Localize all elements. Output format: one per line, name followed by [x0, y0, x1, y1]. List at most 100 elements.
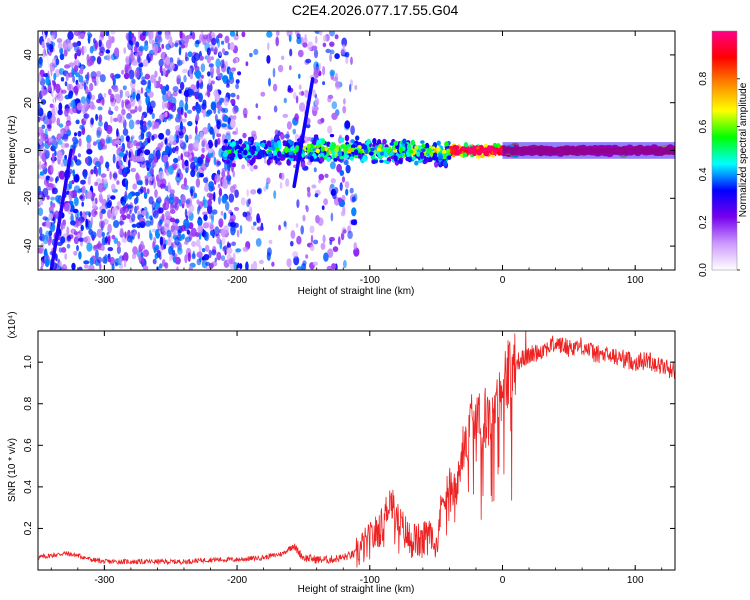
spectrogram-noise-speck [122, 85, 127, 91]
spectrogram-noise-speck [327, 248, 334, 258]
spectrogram-noise-speck [107, 223, 112, 234]
spectrogram-band-cell [484, 150, 489, 157]
spectrogram-noise-speck [216, 160, 222, 166]
spectrogram-noise-speck [203, 177, 208, 184]
spectrogram-noise-speck [159, 236, 164, 246]
spectrogram-band-cell [258, 149, 264, 156]
spectrogram-noise-speck [341, 176, 346, 183]
spectrogram-noise-speck [156, 250, 161, 258]
spectrogram-noise-speck [47, 84, 52, 92]
spectrogram-band-cell [290, 146, 295, 152]
spectrogram-noise-speck [108, 136, 113, 144]
spectrogram-noise-speck [284, 134, 290, 139]
spectrogram-noise-speck [225, 201, 230, 211]
spectrogram-noise-speck [139, 221, 146, 229]
spectrogram-noise-speck [294, 113, 299, 122]
spectrogram-noise-speck [40, 85, 44, 92]
spectrogram-noise-speck [77, 233, 81, 239]
spectrogram-noise-speck [74, 132, 77, 137]
spectrogram-noise-speck [253, 221, 257, 226]
spectrogram-noise-speck [105, 161, 110, 169]
spectrogram-noise-speck [104, 254, 108, 264]
spectrogram-noise-speck [129, 143, 134, 148]
spectrogram-band-cell [231, 153, 236, 158]
spectrogram-noise-speck [112, 84, 118, 91]
spectrogram-noise-speck [273, 190, 277, 200]
spectrogram-marks [38, 31, 675, 270]
spectrogram-noise-speck [221, 237, 226, 246]
spectrogram-noise-speck [196, 251, 203, 258]
spectrogram-band-cell [242, 132, 247, 139]
spectrogram-noise-speck [176, 266, 179, 270]
spectrogram-band-cell [373, 159, 378, 164]
spectrogram-noise-speck [166, 229, 172, 238]
spectrogram-band-cell [350, 144, 356, 149]
spectrogram-noise-speck [110, 31, 116, 35]
spectrogram-noise-speck [168, 134, 174, 145]
spectrogram-noise-speck [80, 179, 86, 185]
spectrogram-noise-speck [144, 73, 151, 80]
snr-xlabel: Height of straight line (km) [298, 584, 415, 595]
spectrogram-band-cell [268, 154, 273, 158]
spectrogram-noise-speck [174, 225, 179, 231]
spectrogram-noise-speck [169, 254, 172, 262]
spectrogram-band-cell [476, 149, 481, 155]
spectrogram-noise-speck [47, 239, 52, 246]
spectrogram-noise-speck [186, 229, 191, 235]
spectrogram-noise-speck [89, 101, 95, 110]
spectrogram-noise-speck [345, 164, 351, 174]
spectrogram-band-cell [223, 139, 228, 144]
spectrogram-noise-speck [223, 96, 229, 107]
spectrogram-noise-speck [225, 132, 231, 141]
spectrogram-noise-speck [167, 165, 174, 175]
spectrogram-noise-speck [336, 163, 342, 173]
spectrogram-noise-speck [105, 39, 112, 49]
spectrogram-noise-speck [232, 58, 237, 64]
spectrogram-noise-speck [165, 145, 170, 155]
spectrogram-noise-speck [277, 64, 284, 73]
spectrogram-noise-speck [78, 237, 85, 242]
spectrogram-noise-speck [178, 89, 182, 94]
spectrogram-noise-speck [130, 136, 133, 144]
spectrogram-noise-speck [202, 107, 207, 118]
spectrogram-noise-speck [52, 187, 58, 195]
spectrogram-noise-speck [125, 157, 129, 166]
x-tick-label: -200 [227, 575, 247, 586]
spectrogram-band-cell [248, 137, 253, 142]
spectrogram-noise-speck [105, 49, 111, 54]
spectrogram-noise-speck [245, 261, 249, 270]
spectrogram-noise-speck [158, 132, 165, 140]
spectrogram-noise-speck [55, 177, 58, 184]
spectrogram-noise-speck [209, 126, 214, 135]
spectrogram-noise-speck [56, 117, 61, 127]
spectrogram-band-cell [256, 145, 261, 152]
spectrogram-noise-speck [201, 260, 208, 269]
x-tick-label: 0 [500, 575, 506, 586]
spectrogram-xlabel: Height of straight line (km) [298, 286, 415, 297]
spectrogram-noise-speck [315, 35, 318, 44]
spectrogram-noise-speck [75, 59, 80, 67]
spectrogram-noise-speck [256, 213, 260, 223]
spectrogram-noise-speck [182, 68, 189, 74]
spectrogram-noise-speck [296, 33, 301, 39]
y-tick-label: -20 [23, 191, 34, 206]
spectrogram-noise-speck [283, 97, 287, 104]
spectrogram-noise-speck [165, 43, 171, 50]
y-tick-label: 0.6 [23, 438, 34, 452]
spectrogram-noise-speck [312, 89, 316, 97]
y-tick-label: 0.4 [23, 479, 34, 493]
spectrogram-noise-speck [73, 31, 81, 36]
spectrogram-noise-speck [188, 266, 193, 270]
spectrogram-noise-speck [207, 110, 211, 115]
spectrogram-noise-speck [51, 153, 55, 161]
spectrogram-band-cell [382, 138, 387, 145]
spectrogram-noise-speck [96, 229, 103, 235]
spectrogram-noise-speck [38, 207, 44, 216]
spectrogram-noise-speck [148, 31, 151, 39]
spectrogram-band-cell [250, 149, 255, 156]
spectrogram-noise-speck [105, 31, 110, 37]
spectrogram-noise-speck [153, 156, 158, 163]
spectrogram-noise-speck [185, 94, 189, 104]
spectrogram-noise-speck [290, 230, 296, 239]
spectrogram-band-cell [326, 156, 331, 162]
